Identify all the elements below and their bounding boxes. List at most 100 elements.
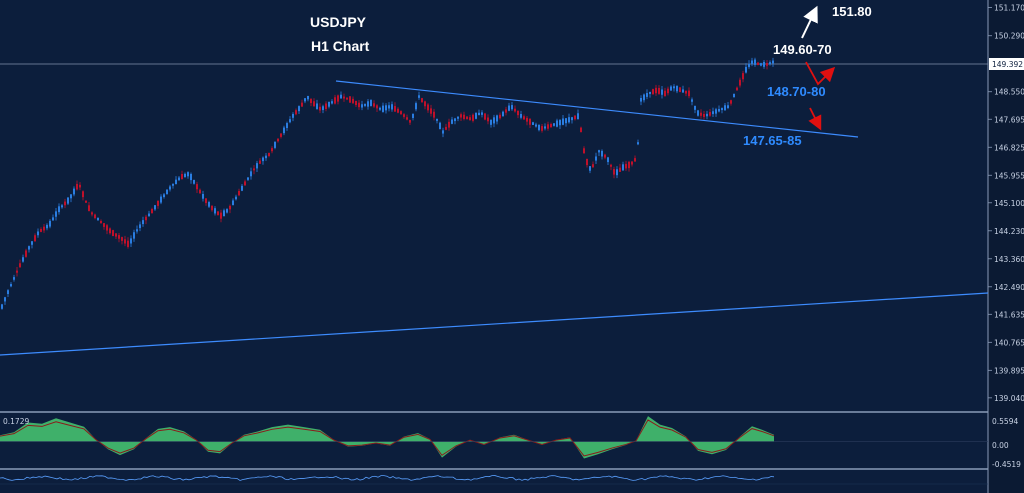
candle-196 — [589, 166, 591, 174]
current-price-box — [989, 58, 1024, 70]
candle-186 — [559, 118, 561, 130]
candle-164 — [493, 114, 495, 128]
candle-13 — [40, 227, 42, 233]
candle-102 — [307, 95, 309, 102]
candle-184 — [553, 123, 555, 127]
candle-45 — [136, 225, 138, 234]
candle-163 — [490, 119, 492, 128]
price-axis-background — [988, 0, 1024, 493]
candle-40 — [121, 236, 123, 245]
candle-56 — [169, 184, 171, 192]
candle-172 — [517, 110, 519, 119]
candle-176 — [529, 118, 531, 128]
candle-149 — [448, 118, 450, 131]
chart-background — [0, 0, 988, 493]
candle-202 — [607, 156, 609, 165]
candle-227 — [682, 85, 684, 94]
candle-28 — [85, 200, 87, 203]
candle-37 — [112, 229, 114, 237]
candle-24 — [73, 186, 75, 197]
candle-156 — [469, 114, 471, 121]
candle-234 — [703, 110, 705, 120]
candle-243 — [730, 99, 732, 106]
candle-103 — [310, 98, 312, 107]
price-tick-label-13: 139.040 — [994, 394, 1024, 403]
candle-187 — [562, 114, 564, 126]
arrow-up-white — [801, 5, 818, 39]
candle-131 — [394, 102, 396, 112]
candle-130 — [391, 101, 393, 112]
candle-166 — [499, 112, 501, 120]
candle-90 — [271, 146, 273, 154]
candle-35 — [106, 223, 108, 235]
candle-208 — [625, 160, 627, 171]
candle-240 — [721, 107, 723, 114]
candle-9 — [28, 245, 30, 253]
candle-97 — [292, 112, 294, 122]
candle-15 — [46, 223, 48, 231]
candle-26 — [79, 182, 81, 191]
candle-212 — [637, 139, 639, 146]
candle-12 — [37, 228, 39, 238]
candle-229 — [688, 87, 690, 99]
candle-101 — [304, 98, 306, 104]
candle-178 — [535, 122, 537, 128]
candle-181 — [544, 123, 546, 131]
candle-205 — [616, 166, 618, 179]
candle-113 — [340, 91, 342, 99]
candle-233 — [700, 109, 702, 119]
candle-142 — [427, 103, 429, 113]
candle-138 — [415, 101, 417, 112]
candle-195 — [586, 158, 588, 168]
candle-1 — [4, 296, 6, 305]
candle-42 — [127, 237, 129, 249]
candle-244 — [733, 93, 735, 98]
candle-183 — [550, 122, 552, 129]
candle-106 — [319, 103, 321, 114]
candle-53 — [160, 194, 162, 205]
candle-256 — [769, 60, 771, 66]
candle-153 — [460, 112, 462, 122]
candle-92 — [277, 138, 279, 143]
candle-141 — [424, 100, 426, 110]
candle-38 — [115, 233, 117, 239]
candle-127 — [382, 102, 384, 113]
candle-201 — [604, 153, 606, 160]
candle-99 — [298, 105, 300, 114]
candle-133 — [400, 110, 402, 115]
candle-179 — [538, 124, 540, 132]
candle-143 — [430, 104, 432, 117]
candle-199 — [598, 149, 600, 156]
candle-221 — [664, 87, 666, 97]
ascending-trendline — [0, 292, 989, 356]
candle-105 — [316, 99, 318, 110]
osc-tick-2: -0.4519 — [992, 460, 1021, 469]
candle-74 — [223, 208, 225, 217]
candle-152 — [457, 116, 459, 122]
oscillator-value-label: 0.1729 — [3, 417, 29, 426]
candle-8 — [25, 248, 27, 258]
candle-210 — [631, 161, 633, 167]
candle-226 — [679, 87, 681, 93]
candle-88 — [265, 152, 267, 161]
candle-19 — [58, 203, 60, 215]
candle-25 — [76, 180, 78, 191]
candle-245 — [736, 86, 738, 91]
candle-162 — [487, 114, 489, 125]
price-tick-label-3: 147.695 — [994, 115, 1024, 124]
candle-6 — [19, 259, 21, 268]
candle-116 — [349, 96, 351, 103]
candle-257 — [772, 57, 774, 67]
candle-31 — [94, 213, 96, 220]
candle-17 — [52, 214, 54, 221]
candle-237 — [712, 107, 714, 118]
candle-168 — [505, 106, 507, 116]
candle-62 — [187, 171, 189, 179]
candle-225 — [676, 85, 678, 94]
candle-48 — [145, 214, 147, 225]
candle-5 — [16, 266, 18, 277]
candle-157 — [472, 113, 474, 123]
candle-230 — [691, 97, 693, 106]
candle-154 — [463, 111, 465, 121]
level-149-60-70: 149.60-70 — [773, 42, 832, 57]
